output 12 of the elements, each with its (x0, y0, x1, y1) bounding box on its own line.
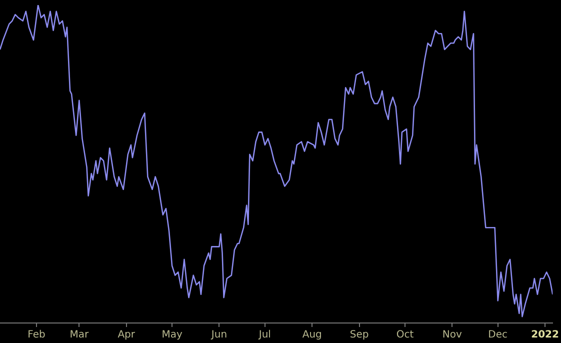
x-tick-label: Sep (350, 330, 369, 341)
x-tick-label: Jul (258, 330, 271, 341)
x-tick-label: Aug (302, 330, 322, 341)
x-tick-label: Oct (396, 330, 414, 341)
x-tick-label: Apr (118, 330, 136, 341)
x-tick-label: Dec (488, 330, 508, 341)
x-tick-label: Feb (28, 330, 46, 341)
x-tick-label: 2022 (531, 330, 560, 341)
x-tick-label: May (162, 330, 182, 341)
x-tick-label: Mar (70, 330, 90, 341)
x-tick-label: Nov (442, 330, 462, 341)
x-tick-label: Jun (210, 330, 228, 341)
